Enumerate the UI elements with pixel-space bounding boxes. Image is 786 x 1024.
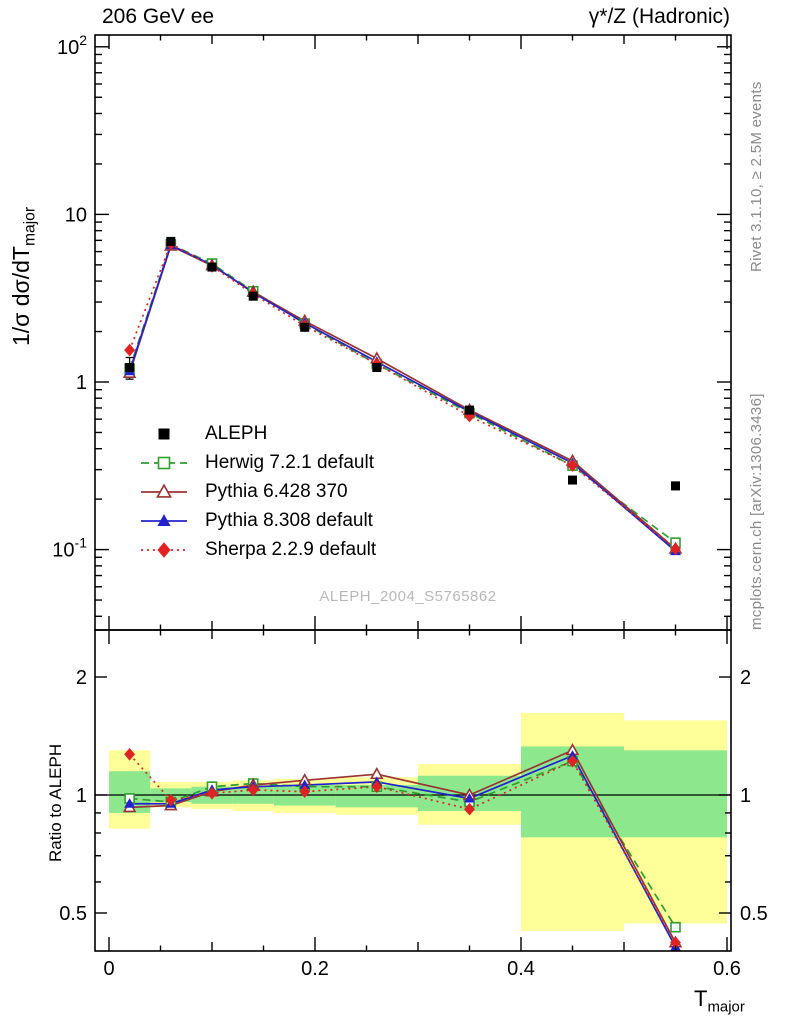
- rivet-version-note: Rivet 3.1.10, ≥ 2.5M events: [748, 81, 765, 272]
- legend-label-pythia6: Pythia 6.428 370: [205, 480, 348, 502]
- svg-text:0.4: 0.4: [507, 958, 535, 980]
- svg-text:2: 2: [740, 667, 751, 689]
- main-y-axis-label-text: 1/σ dσ/dT: [8, 246, 34, 346]
- svg-text:2: 2: [76, 667, 87, 689]
- legend-item-herwig: Herwig 7.2.1 default: [138, 448, 376, 477]
- svg-text:0.5: 0.5: [740, 903, 768, 925]
- axis-ticks: [95, 35, 731, 951]
- legend-item-aleph: ALEPH: [138, 419, 376, 448]
- tick-labels: 102 10 1 10-1 0 0.2 0.4 0.6 2 2 1 1 0.5 0.5: [52, 32, 768, 980]
- x-axis-label-text: T: [694, 986, 708, 1011]
- legend-label-aleph: ALEPH: [205, 422, 268, 444]
- legend-label-pythia8: Pythia 8.308 default: [205, 509, 373, 531]
- legend-label-sherpa: Sherpa 2.2.9 default: [205, 538, 377, 560]
- ratio-panel-frame: [94, 629, 732, 952]
- x-axis-label-sub: major: [707, 998, 745, 1016]
- svg-text:0.6: 0.6: [713, 958, 741, 980]
- analysis-watermark: ALEPH_2004_S5765862: [319, 588, 497, 605]
- main-y-axis-label-sub: major: [21, 206, 39, 246]
- x-axis-label: Tmajor: [694, 986, 745, 1015]
- ratio-series: [122, 743, 683, 951]
- plot-title-left: 206 GeV ee: [102, 5, 215, 28]
- legend-label-herwig: Herwig 7.2.1 default: [205, 451, 374, 473]
- svg-text:1: 1: [740, 785, 751, 807]
- main-y-axis-label: 1/σ dσ/dTmajor: [8, 207, 40, 346]
- legend-item-pythia6: Pythia 6.428 370: [138, 477, 376, 506]
- pythia6-marker-glyph: [141, 483, 187, 498]
- svg-text:0: 0: [103, 958, 114, 980]
- ratio-y-axis-label: Ratio to ALEPH: [46, 743, 65, 862]
- herwig-marker-glyph: [141, 456, 187, 469]
- svg-text:10: 10: [65, 204, 87, 226]
- svg-text:102: 102: [57, 32, 87, 59]
- pythia8-marker-glyph: [141, 513, 187, 526]
- sherpa-marker-glyph: [141, 541, 187, 558]
- mcplots-credit-note: mcplots.cern.ch [arXiv:1306.3436]: [748, 393, 765, 630]
- svg-text:1: 1: [76, 372, 87, 394]
- legend-item-pythia8: Pythia 8.308 default: [138, 506, 376, 535]
- svg-text:10-1: 10-1: [52, 535, 87, 562]
- svg-text:0.5: 0.5: [59, 903, 87, 925]
- main-series: [122, 236, 683, 556]
- legend-item-sherpa: Sherpa 2.2.9 default: [138, 535, 376, 564]
- aleph-marker-glyph: [158, 428, 170, 439]
- legend: ALEPH Herwig 7.2.1 default Pythia 6.428 …: [138, 419, 376, 564]
- svg-text:0.2: 0.2: [301, 958, 329, 980]
- plot-title-right: γ*/Z (Hadronic): [588, 5, 730, 28]
- ratio-uncertainty-bands: [109, 712, 727, 931]
- svg-text:1: 1: [76, 785, 87, 807]
